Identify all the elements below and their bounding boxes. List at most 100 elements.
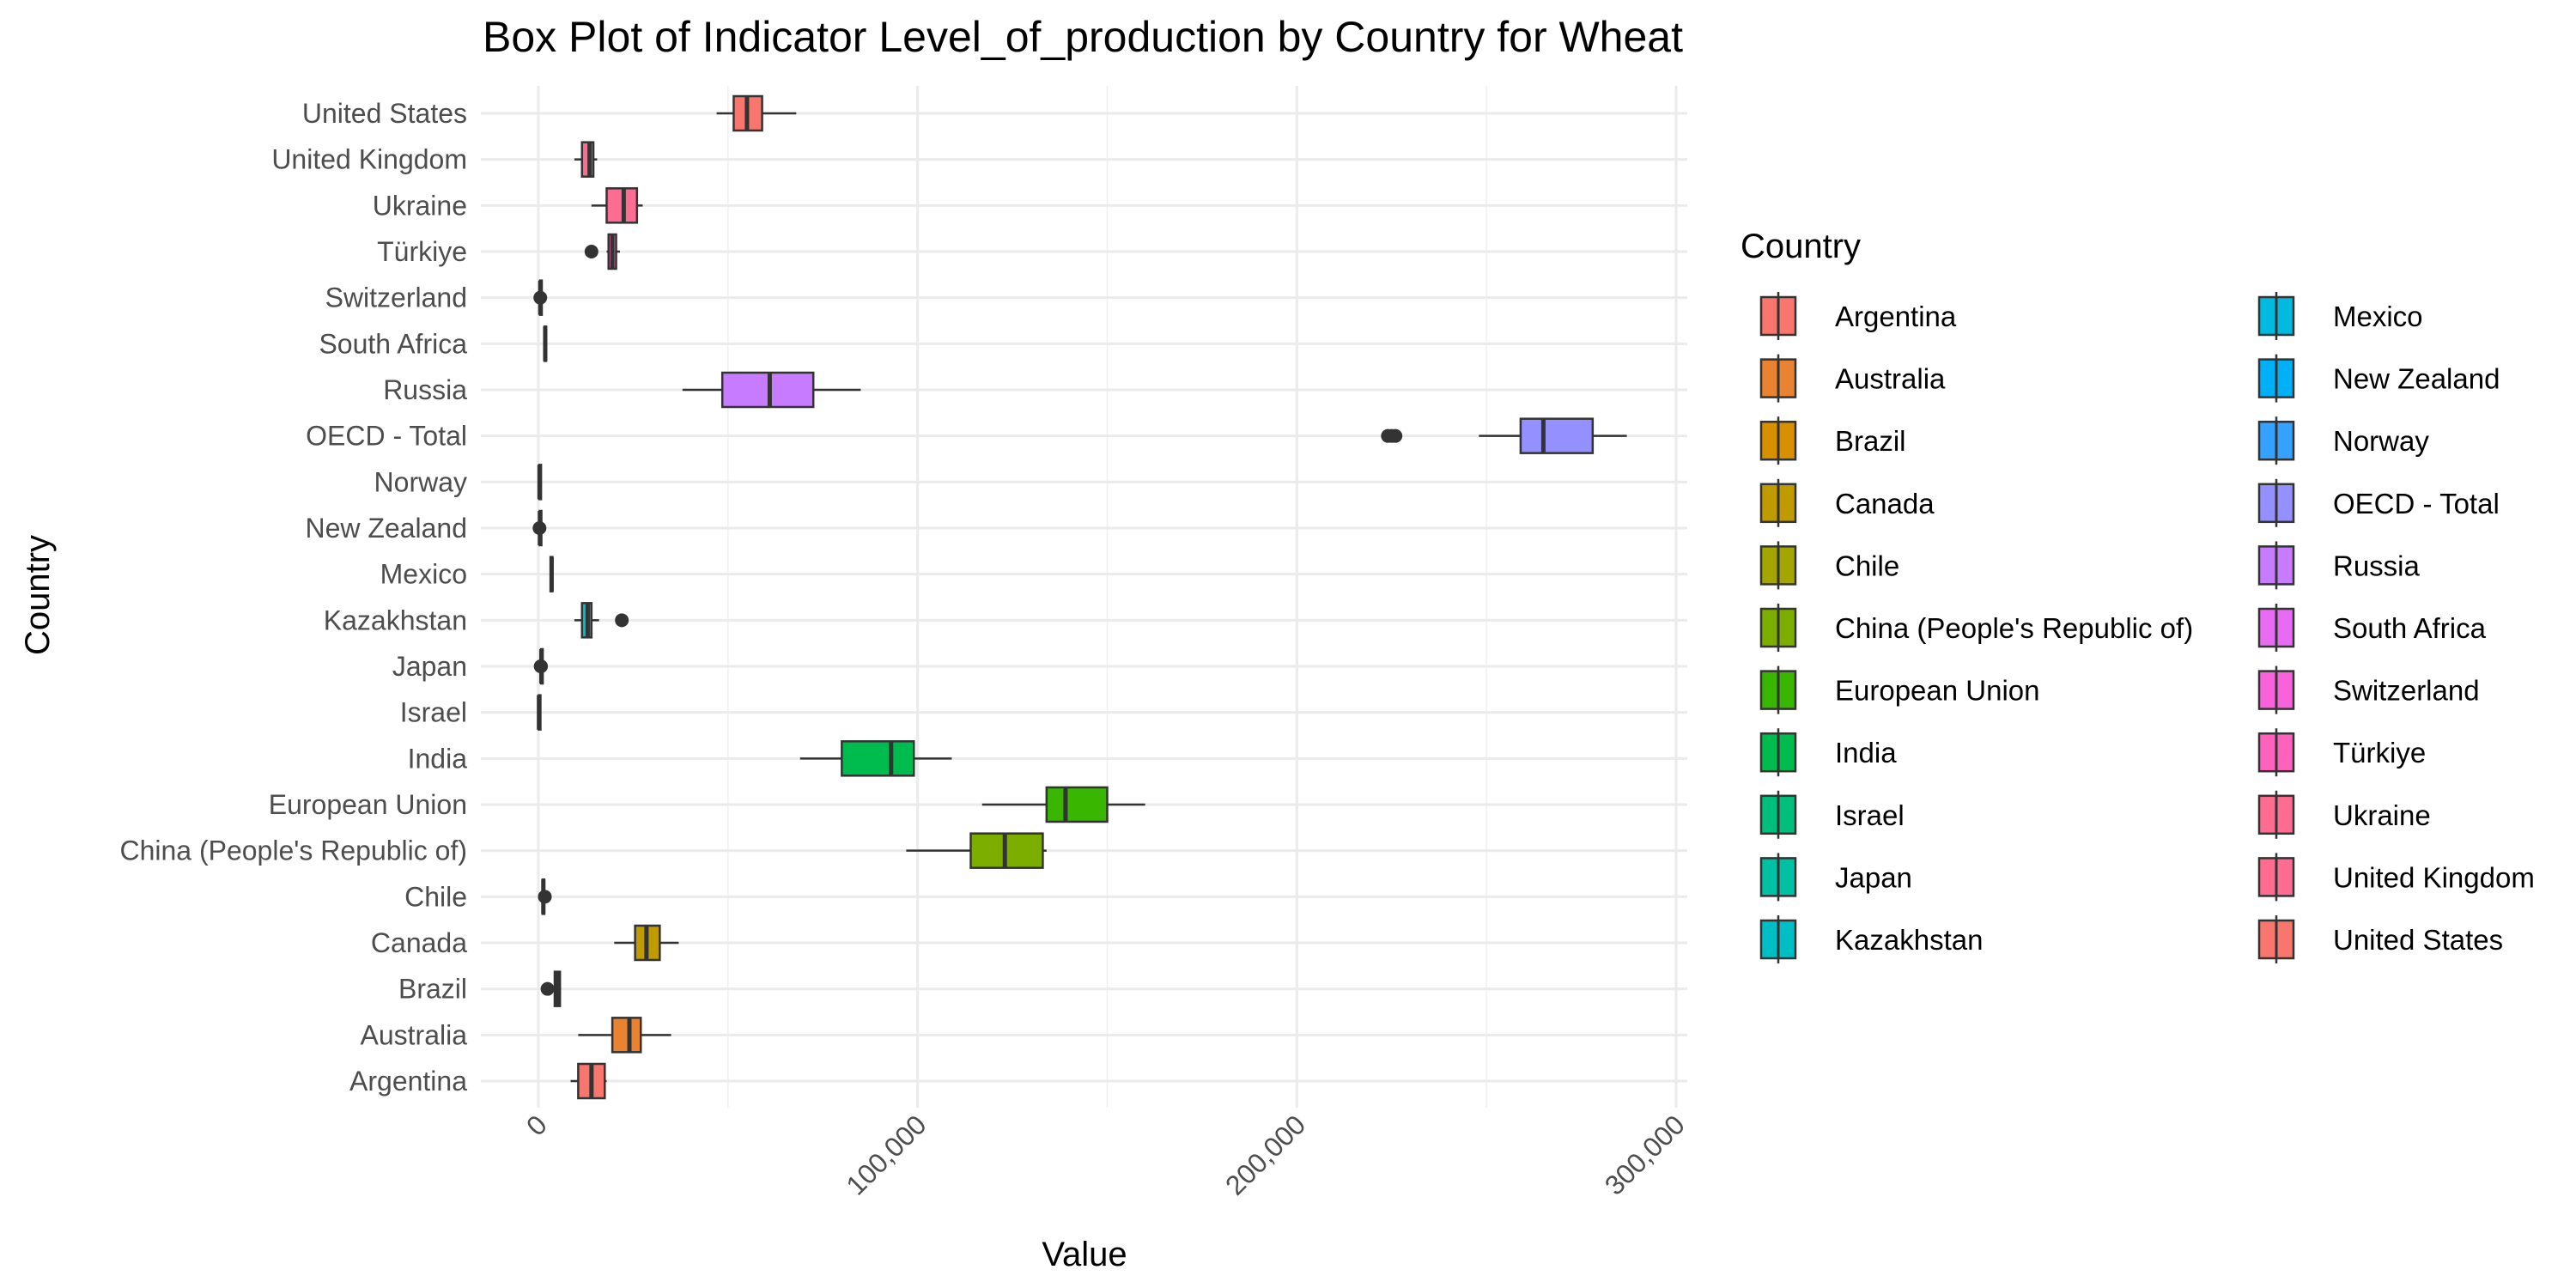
outlier-point	[615, 613, 629, 628]
x-tick-label: 0	[520, 1109, 553, 1141]
legend-label: China (People's Republic of)	[1835, 612, 2193, 644]
y-tick-label: Norway	[374, 466, 467, 497]
box-united-states	[716, 94, 797, 132]
box-series	[532, 94, 1627, 1100]
legend-label: Türkiye	[2333, 737, 2426, 769]
legend-label: New Zealand	[2333, 363, 2500, 395]
legend-item-oecd-total: OECD - Total	[2257, 478, 2500, 527]
box-mexico	[549, 556, 554, 592]
legend-item-norway: Norway	[2257, 416, 2429, 465]
y-tick-label: New Zealand	[305, 513, 467, 544]
y-tick-label: South Africa	[319, 328, 467, 359]
legend-item-brazil: Brazil	[1759, 416, 1906, 465]
legend-item-united-kingdom: United Kingdom	[2257, 853, 2535, 902]
box-israel	[537, 694, 542, 731]
box-kazakhstan	[574, 602, 629, 639]
legend-label: Russia	[2333, 550, 2421, 581]
y-tick-label: Kazakhstan	[324, 605, 467, 635]
outlier-point	[1388, 428, 1403, 443]
box-japan	[533, 647, 549, 685]
box-china-people-s-republic-of	[906, 832, 1047, 869]
box-new-zealand	[532, 509, 547, 547]
y-axis-title: Country	[19, 535, 57, 655]
x-tick-label: 300,000	[1599, 1109, 1691, 1200]
y-tick-label: Australia	[361, 1019, 468, 1050]
y-tick-label: India	[408, 743, 468, 774]
legend-item-new-zealand: New Zealand	[2257, 354, 2500, 403]
box-brazil	[540, 970, 562, 1007]
box-india	[799, 740, 952, 777]
legend-label: United States	[2333, 924, 2503, 956]
legend-item-japan: Japan	[1759, 853, 1912, 902]
y-tick-label: Brazil	[398, 974, 467, 1005]
legend-item-argentina: Argentina	[1759, 292, 1957, 340]
legend-label: Brazil	[1835, 425, 1906, 457]
box-iqr	[841, 740, 915, 777]
legend-label: Switzerland	[2333, 675, 2480, 707]
outlier-point	[540, 981, 555, 996]
legend-label: Kazakhstan	[1835, 924, 1983, 956]
legend-item-israel: Israel	[1759, 790, 1905, 839]
x-tick-label: 200,000	[1219, 1109, 1311, 1200]
legend-title: Country	[1741, 228, 1861, 265]
outlier-point	[584, 245, 598, 258]
box-australia	[578, 1017, 671, 1054]
legend: Country Argentina Australia Brazil Canada Ch…	[1741, 228, 2535, 963]
outlier-point	[532, 521, 547, 535]
legend-item-united-states: United States	[2257, 915, 2503, 963]
box-canada	[614, 924, 679, 962]
y-tick-label: European Union	[269, 789, 467, 820]
legend-label: Chile	[1835, 550, 1899, 581]
legend-label: Mexico	[2333, 301, 2423, 332]
legend-item-australia: Australia	[1759, 354, 1946, 403]
legend-label: Australia	[1835, 363, 1946, 395]
y-tick-label: Israel	[400, 697, 467, 728]
box-argentina	[570, 1062, 607, 1100]
box-t-rkiye	[584, 233, 620, 270]
plot-grid	[481, 86, 1687, 1108]
box-iqr	[611, 1017, 642, 1054]
legend-item-switzerland: Switzerland	[2257, 665, 2480, 714]
legend-label: Norway	[2333, 425, 2429, 457]
box-chile	[538, 878, 552, 915]
box-switzerland	[533, 279, 548, 316]
box-united-kingdom	[574, 141, 598, 178]
y-tick-label: Ukraine	[373, 190, 467, 221]
y-tick-label: Türkiye	[377, 236, 467, 267]
legend-label: Ukraine	[2333, 799, 2431, 831]
box-russia	[682, 371, 861, 409]
y-axis-tick-labels: Argentina Australia Brazil Canada Chile China…	[119, 98, 467, 1097]
box-norway	[537, 464, 543, 501]
legend-label: South Africa	[2333, 612, 2487, 644]
legend-label: European Union	[1835, 675, 2040, 707]
x-axis-title: Value	[1042, 1236, 1127, 1273]
y-tick-label: Mexico	[380, 559, 467, 590]
chart-title: Box Plot of Indicator Level_of_productio…	[483, 13, 1683, 61]
outlier-point	[538, 890, 552, 904]
legend-item-t-rkiye: Türkiye	[2257, 728, 2426, 777]
box-iqr	[1045, 786, 1109, 823]
legend-item-mexico: Mexico	[2257, 292, 2423, 340]
legend-label: Israel	[1835, 799, 1905, 831]
legend-label: India	[1835, 737, 1897, 769]
legend-label: Japan	[1835, 861, 1912, 893]
y-tick-label: Argentina	[349, 1066, 467, 1097]
legend-item-ukraine: Ukraine	[2257, 790, 2431, 839]
y-tick-label: Switzerland	[325, 283, 467, 313]
legend-label: OECD - Total	[2333, 488, 2500, 519]
legend-item-china-people-s-republic-of: China (People's Republic of)	[1759, 604, 2193, 652]
outlier-point	[534, 659, 549, 673]
legend-item-south-africa: South Africa	[2257, 604, 2487, 652]
legend-item-chile: Chile	[1759, 541, 1899, 590]
y-tick-label: Japan	[392, 651, 467, 682]
x-axis-tick-labels: 0 100,000 200,000 300,000	[520, 1109, 1691, 1200]
y-tick-label: OECD - Total	[306, 421, 467, 452]
y-tick-label: United States	[302, 98, 467, 129]
legend-label: United Kingdom	[2333, 861, 2535, 893]
outlier-point	[533, 290, 548, 305]
x-tick-label: 100,000	[840, 1109, 932, 1200]
legend-item-canada: Canada	[1759, 478, 1935, 527]
legend-item-kazakhstan: Kazakhstan	[1759, 915, 1983, 963]
legend-item-russia: Russia	[2257, 541, 2421, 590]
